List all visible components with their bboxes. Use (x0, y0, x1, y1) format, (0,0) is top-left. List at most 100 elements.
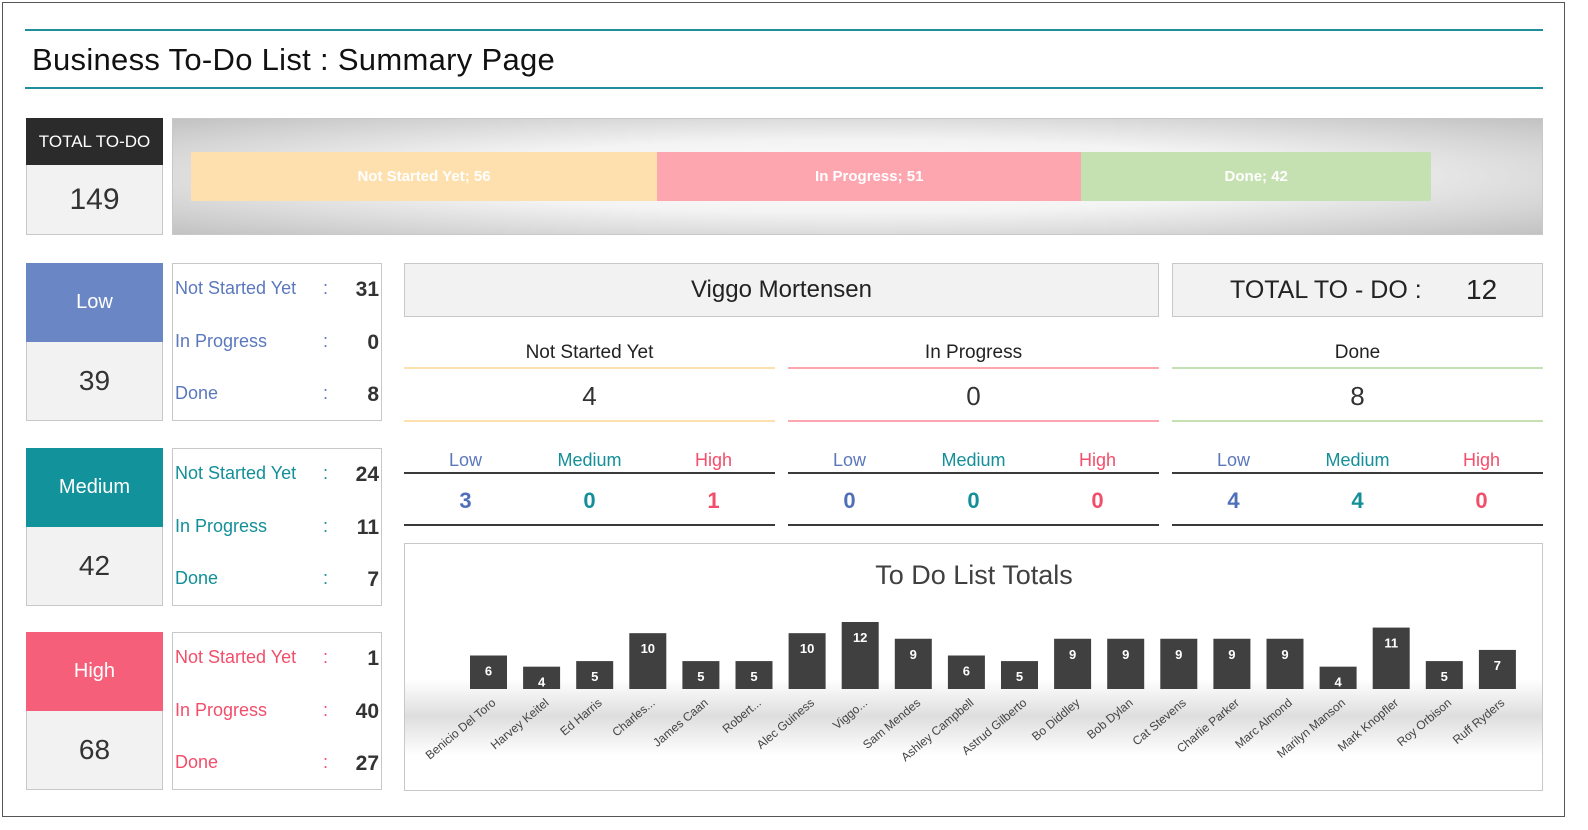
status-not-started-rule-top (404, 367, 775, 369)
chart-bar (894, 638, 932, 689)
chart-bar (682, 661, 720, 689)
breakdown-status-label: In Progress (175, 516, 268, 536)
breakdown-status-label: Not Started Yet (175, 463, 297, 483)
priority-low-label: Low (26, 263, 163, 342)
chart-data-label: 5 (591, 669, 598, 684)
chart-category-label: Ruff Ryders (1450, 696, 1507, 747)
priority-breakdown-row: Done: 27 (175, 752, 381, 778)
priority-breakdown-row: In Progress: 40 (175, 700, 381, 726)
chart-data-label: 10 (641, 641, 655, 656)
breakdown-separator: : (323, 463, 329, 483)
chart-bar (735, 661, 773, 689)
sub-label-high: High (694, 450, 733, 470)
chart-category-label: James Caan (650, 696, 711, 750)
priority-breakdown-row: Done: 8 (175, 383, 381, 409)
status-not-started-rule-bottom (404, 420, 775, 422)
sub-label-medium: Medium (557, 450, 622, 470)
priority-breakdown-row: In Progress: 11 (175, 516, 381, 542)
sub-label-low: Low (832, 450, 867, 470)
chart-category-label: Viggo... (830, 696, 870, 733)
chart-bar (1213, 638, 1251, 689)
breakdown-separator: : (323, 647, 329, 667)
status-in-progress-rule-bottom (788, 420, 1159, 422)
priority-medium-total: 42 (26, 527, 163, 606)
breakdown-count: 31 (355, 278, 379, 301)
sub-label-medium: Medium (941, 450, 1006, 470)
priority-breakdown-row: Done: 7 (175, 568, 381, 594)
chart-data-label: 10 (800, 641, 814, 656)
todo-totals-chart: To Do List Totals 6 Benicio Del Toro 4 Harv… (404, 543, 1543, 791)
breakdown-separator: : (323, 383, 329, 403)
breakdown-count: 8 (367, 383, 379, 406)
sub-count-medium: 4 (1351, 488, 1364, 513)
breakdown-separator: : (323, 331, 329, 351)
chart-category-label: Bo Diddley (1029, 696, 1082, 744)
status-done-sub-rule-top (1172, 472, 1543, 474)
chart-bar (629, 633, 667, 689)
sub-label-high: High (1462, 450, 1501, 470)
chart-category-label: Benicio Del Toro (423, 695, 499, 762)
chart-data-label: 4 (538, 675, 546, 690)
status-not-started-label: Not Started Yet (525, 342, 654, 363)
breakdown-count: 7 (367, 568, 379, 591)
chart-data-label: 9 (1281, 647, 1288, 662)
sub-count-medium: 0 (967, 488, 980, 513)
chart-data-label: 9 (1069, 647, 1076, 662)
breakdown-status-label: Done (175, 383, 219, 403)
title-rule-bottom (25, 87, 1543, 89)
chart-data-label: 7 (1494, 658, 1501, 673)
status-bar-panel: Not Started Yet; 56 In Progress; 51 Done; … (172, 118, 1543, 235)
status-in-progress-count: 0 (966, 380, 981, 411)
chart-title: To Do List Totals (875, 560, 1073, 590)
chart-bar (1001, 661, 1038, 689)
chart-data-label: 5 (1016, 669, 1023, 684)
priority-high-label: High (26, 632, 163, 711)
chart-category-label: Roy Orbison (1394, 696, 1454, 750)
sub-count-low: 3 (459, 488, 472, 513)
breakdown-separator: : (323, 568, 329, 588)
chart-svg: To Do List Totals 6 Benicio Del Toro 4 Harv… (423, 560, 1516, 764)
status-in-progress-rule-top (788, 367, 1159, 369)
breakdown-count: 40 (355, 700, 379, 723)
total-todo-label: TOTAL TO-DO (26, 118, 163, 165)
person-name-box[interactable]: Viggo Mortensen (404, 263, 1159, 317)
chart-category-label: Charles... (609, 696, 657, 740)
breakdown-status-label: Done (175, 568, 219, 588)
chart-bar (841, 622, 879, 689)
chart-bar (1107, 638, 1145, 689)
chart-category-label: Robert... (720, 696, 764, 736)
status-done-label: Done (1334, 342, 1381, 363)
status-not-started-count: 4 (582, 380, 597, 411)
chart-bar (1319, 666, 1357, 689)
chart-data-label: 12 (853, 630, 867, 645)
chart-category-label: Bob Dylan (1084, 696, 1135, 742)
person-total-box: TOTAL TO - DO : 12 (1172, 263, 1543, 317)
page-title: Business To-Do List : Summary Page (32, 42, 556, 77)
breakdown-separator: : (323, 752, 329, 772)
sub-count-high: 0 (1475, 488, 1488, 513)
breakdown-count: 11 (356, 516, 379, 539)
person-name: Viggo Mortensen (690, 276, 872, 303)
status-segment-not-started: Not Started Yet; 56 (191, 152, 658, 201)
status-not-started-sub-rule-bottom (404, 524, 775, 526)
chart-data-label: 9 (910, 647, 917, 662)
priority-low-breakdown: Not Started Yet: 31 In Progress: 0 Done: 8 (172, 263, 382, 421)
chart-category-label: Ed Harris (557, 696, 604, 739)
chart-bar (788, 633, 826, 689)
priority-medium-label: Medium (26, 448, 163, 527)
status-not-started-sub-rule-top (404, 472, 775, 474)
chart-bar (1266, 638, 1304, 689)
chart-bar (947, 655, 985, 689)
breakdown-count: 27 (355, 752, 379, 775)
sub-count-low: 4 (1227, 488, 1240, 513)
status-done-rule-top (1172, 367, 1543, 369)
breakdown-count: 0 (367, 331, 379, 354)
priority-medium-breakdown: Not Started Yet: 24 In Progress: 11 Done: 7 (172, 448, 382, 606)
chart-data-label: 6 (485, 664, 492, 679)
sub-count-low: 0 (843, 488, 856, 513)
breakdown-separator: : (323, 700, 329, 720)
breakdown-count: 24 (355, 463, 379, 486)
sub-count-high: 0 (1091, 488, 1104, 513)
breakdown-status-label: Done (175, 752, 219, 772)
status-segment-in-progress: In Progress; 51 (657, 152, 1082, 201)
